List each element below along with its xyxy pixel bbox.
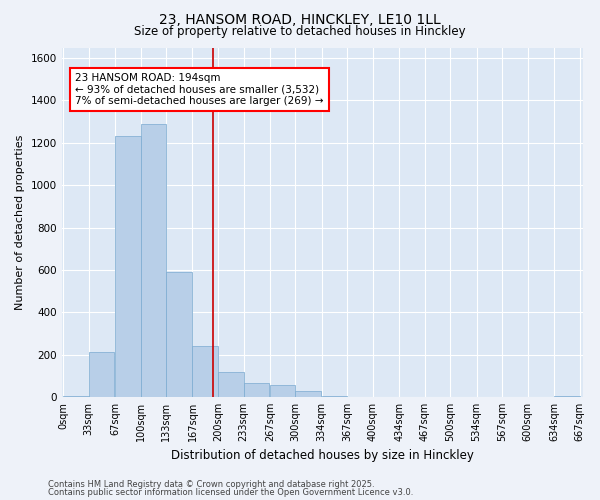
Bar bbox=[89, 352, 115, 397]
Text: Size of property relative to detached houses in Hinckley: Size of property relative to detached ho… bbox=[134, 25, 466, 38]
Bar bbox=[193, 346, 218, 397]
X-axis label: Distribution of detached houses by size in Hinckley: Distribution of detached houses by size … bbox=[171, 450, 474, 462]
Bar bbox=[115, 136, 140, 397]
Bar bbox=[270, 386, 295, 397]
Text: 23, HANSOM ROAD, HINCKLEY, LE10 1LL: 23, HANSOM ROAD, HINCKLEY, LE10 1LL bbox=[159, 12, 441, 26]
Text: Contains HM Land Registry data © Crown copyright and database right 2025.: Contains HM Land Registry data © Crown c… bbox=[48, 480, 374, 489]
Bar bbox=[218, 372, 244, 397]
Bar bbox=[63, 396, 89, 397]
Bar bbox=[140, 124, 166, 397]
Bar bbox=[295, 390, 321, 397]
Bar bbox=[166, 272, 192, 397]
Text: Contains public sector information licensed under the Open Government Licence v3: Contains public sector information licen… bbox=[48, 488, 413, 497]
Text: 23 HANSOM ROAD: 194sqm
← 93% of detached houses are smaller (3,532)
7% of semi-d: 23 HANSOM ROAD: 194sqm ← 93% of detached… bbox=[75, 73, 323, 106]
Y-axis label: Number of detached properties: Number of detached properties bbox=[15, 134, 25, 310]
Bar bbox=[244, 383, 269, 397]
Bar bbox=[554, 396, 580, 397]
Bar bbox=[322, 396, 347, 397]
